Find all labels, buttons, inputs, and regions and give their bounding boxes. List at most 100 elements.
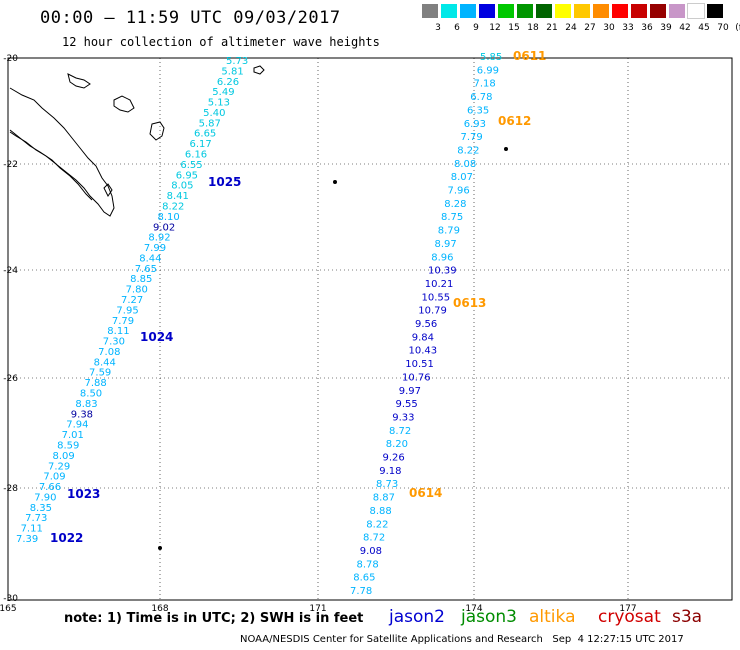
wave-height-value: 8.41 (167, 191, 189, 202)
wave-height-value: 8.44 (139, 253, 161, 264)
time-label: 0611 (513, 49, 546, 63)
legend-label: 15 (508, 23, 520, 33)
legend-label: 30 (603, 23, 615, 33)
wave-height-value: 8.11 (107, 326, 129, 337)
wave-height-value: 8.75 (441, 212, 463, 223)
map-subtitle: 12 hour collection of altimeter wave hei… (62, 35, 380, 49)
wave-height-value: 7.11 (21, 524, 43, 535)
wave-height-value: 7.79 (461, 132, 483, 143)
legend-swatch (441, 4, 457, 18)
legend-swatch (687, 3, 705, 19)
wave-height-value: 8.87 (373, 493, 395, 504)
wave-height-value: 6.78 (470, 92, 492, 103)
wave-height-value: 6.99 (477, 65, 499, 76)
wave-height-value: 8.50 (80, 389, 102, 400)
wave-height-value: 10.39 (428, 266, 457, 277)
axis-labels: 165 168 171 174 177 -20 -22 -24 -26 -28 -30 (0, 54, 637, 614)
wave-height-value: 6.55 (180, 160, 202, 171)
wave-height-value: 8.44 (94, 357, 116, 368)
wave-height-value: 10.79 (418, 306, 447, 317)
wave-height-value: 6.95 (176, 170, 198, 181)
wave-height-value: 10.43 (409, 346, 438, 357)
legend-swatch (612, 4, 628, 18)
wave-height-value: 9.55 (396, 399, 418, 410)
wave-height-value: 8.72 (389, 426, 411, 437)
wave-height-value: 8.73 (376, 479, 398, 490)
wave-height-value: 10.21 (425, 279, 454, 290)
wave-height-value: 8.35 (30, 503, 52, 514)
note-text: note: 1) Time is in UTC; 2) SWH is in fe… (64, 611, 364, 626)
time-label: 1025 (208, 175, 241, 189)
legend-swatch (479, 4, 495, 18)
wave-height-value: 6.26 (217, 77, 239, 88)
wave-height-value: 7.78 (350, 586, 372, 597)
wave-height-value: 8.09 (53, 451, 75, 462)
mission-jason2: jason2 (389, 607, 445, 627)
wave-height-value: 6.17 (189, 139, 211, 150)
wave-height-value: 7.79 (112, 316, 134, 327)
legend-swatch (669, 4, 685, 18)
wave-height-value: 8.05 (171, 181, 193, 192)
wave-height-value: 6.16 (185, 150, 207, 161)
wave-height-value: 5.73 (226, 56, 248, 67)
wave-height-value: 9.02 (153, 222, 175, 233)
wave-height-value: 7.95 (116, 305, 138, 316)
legend-label: 21 (546, 23, 558, 33)
wave-height-value: 9.08 (360, 546, 382, 557)
wave-height-value: 8.07 (451, 172, 473, 183)
legend-label: 42 (679, 23, 691, 33)
wave-height-value: 8.10 (158, 212, 180, 223)
time-label: 1023 (67, 487, 100, 501)
map-title: 00:00 – 11:59 UTC 09/03/2017 (40, 8, 341, 28)
wave-height-value: 5.49 (212, 87, 234, 98)
wave-height-value: 7.18 (474, 79, 496, 90)
legend-label: 18 (527, 23, 539, 33)
y-tick-label: -28 (3, 484, 18, 494)
wave-height-value: 8.72 (363, 533, 385, 544)
wave-height-value: 9.18 (379, 466, 401, 477)
wave-height-value: 9.84 (412, 332, 434, 343)
legend-swatch (498, 4, 514, 18)
legend-swatch (593, 4, 609, 18)
wave-height-value: 8.22 (366, 519, 388, 530)
wave-height-value: 8.20 (386, 439, 408, 450)
legend-swatch (517, 4, 533, 18)
wave-height-value: 8.85 (130, 274, 152, 285)
wave-height-value: 7.96 (448, 186, 470, 197)
wave-height-value: 8.96 (431, 252, 453, 263)
legend-label: 12 (489, 23, 501, 33)
legend-label: 27 (584, 23, 596, 33)
wave-height-value: 7.88 (84, 378, 106, 389)
wave-height-value: 9.33 (392, 412, 414, 423)
legend-label: 3 (435, 23, 441, 33)
wave-height-value: 8.97 (435, 239, 457, 250)
legend-swatch (707, 4, 723, 18)
wave-height-value: 7.30 (103, 337, 125, 348)
legend-swatch (460, 4, 476, 18)
wave-height-value: 7.08 (98, 347, 120, 358)
credit-line: NOAA/NESDIS Center for Satellite Applica… (240, 634, 684, 645)
y-tick-label: -22 (3, 160, 18, 170)
wave-height-value: 7.65 (135, 264, 157, 275)
x-tick-label: 171 (309, 604, 326, 614)
wave-height-value: 8.28 (444, 199, 466, 210)
time-label: 0613 (453, 296, 486, 310)
wave-height-value: 7.01 (62, 430, 84, 441)
wave-height-value: 10.55 (422, 292, 451, 303)
wave-height-value: 5.40 (203, 108, 225, 119)
legend-swatch (650, 4, 666, 18)
legend-label: (ft) (735, 23, 740, 33)
time-label: 1024 (140, 330, 173, 344)
x-tick-label: 174 (465, 604, 482, 614)
wave-height-value: 8.88 (370, 506, 392, 517)
wave-height-value: 6.93 (464, 119, 486, 130)
x-tick-label: 177 (619, 604, 636, 614)
wave-height-value: 7.29 (48, 461, 70, 472)
grid-lines (8, 58, 732, 600)
y-tick-label: -20 (3, 54, 18, 64)
x-tick-label: 165 (0, 604, 17, 614)
legend-label: 33 (622, 23, 634, 33)
legend-swatch (555, 4, 571, 18)
wave-height-value: 8.78 (357, 559, 379, 570)
